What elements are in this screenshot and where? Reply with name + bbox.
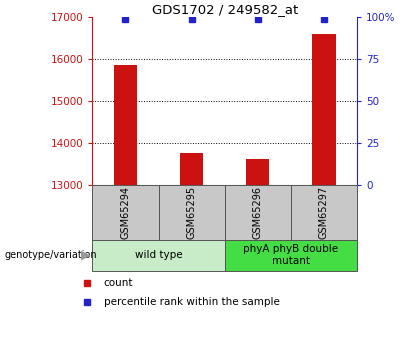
Bar bbox=[114, 65, 137, 185]
Bar bbox=[246, 159, 269, 185]
Text: phyA phyB double
mutant: phyA phyB double mutant bbox=[243, 245, 339, 266]
Bar bbox=[92, 240, 225, 271]
Bar bbox=[225, 240, 357, 271]
Text: GSM65294: GSM65294 bbox=[121, 186, 131, 239]
Text: wild type: wild type bbox=[135, 250, 182, 260]
Text: count: count bbox=[104, 278, 133, 288]
Text: GSM65296: GSM65296 bbox=[253, 186, 263, 239]
Bar bbox=[92, 185, 159, 240]
Bar bbox=[312, 34, 336, 185]
Bar bbox=[180, 153, 203, 185]
Bar bbox=[225, 185, 291, 240]
Text: ▶: ▶ bbox=[81, 249, 90, 262]
Bar bbox=[159, 185, 225, 240]
Text: percentile rank within the sample: percentile rank within the sample bbox=[104, 297, 280, 307]
Text: genotype/variation: genotype/variation bbox=[4, 250, 97, 260]
Title: GDS1702 / 249582_at: GDS1702 / 249582_at bbox=[152, 3, 298, 16]
Text: GSM65297: GSM65297 bbox=[319, 186, 329, 239]
Text: GSM65295: GSM65295 bbox=[186, 186, 197, 239]
Bar bbox=[291, 185, 357, 240]
